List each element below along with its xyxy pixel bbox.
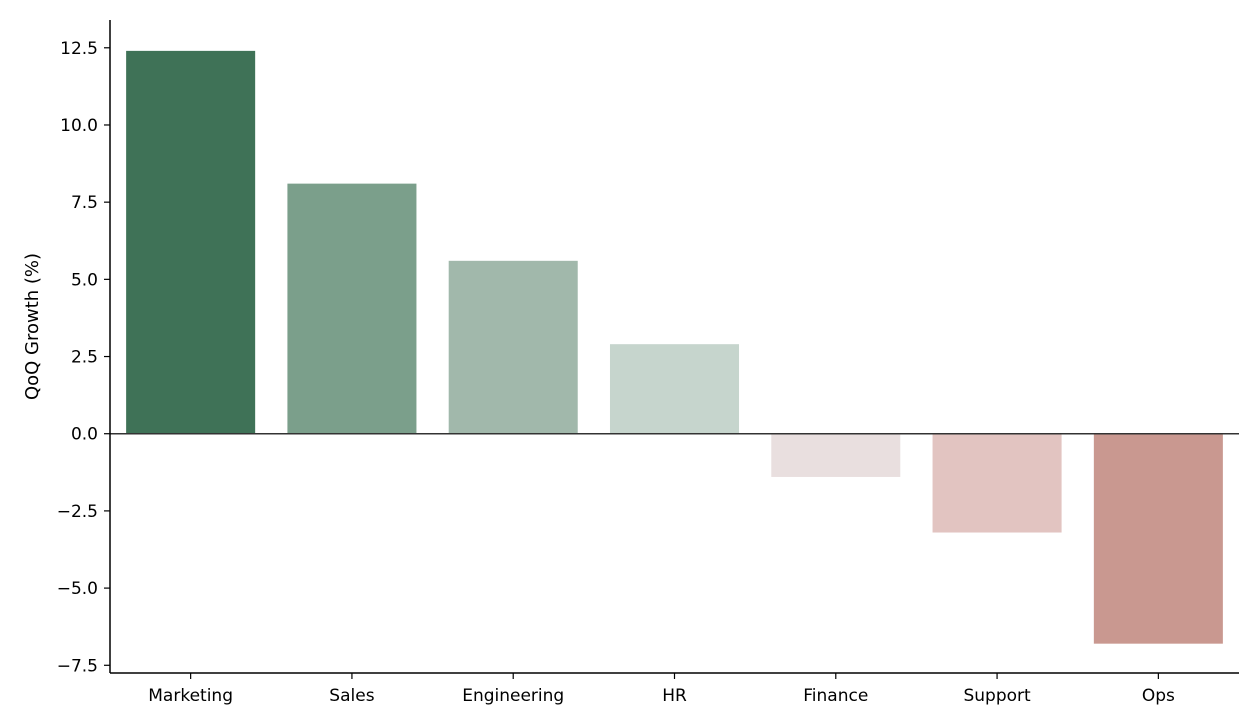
x-tick-label: HR — [662, 686, 687, 706]
x-tick-label: Marketing — [148, 686, 233, 706]
x-tick-label: Support — [963, 686, 1031, 706]
y-ticks-layer: −7.5 −5.0 −2.5 0.0 2.5 5.0 7.5 10.0 12.5 — [57, 39, 110, 676]
bars-layer — [126, 50, 1223, 644]
y-tick-label: 12.5 — [60, 39, 98, 59]
y-tick-label: −2.5 — [57, 502, 98, 522]
y-axis-label: QoQ Growth (%) — [22, 253, 43, 400]
bar-engineering — [448, 260, 578, 434]
y-tick-label: 7.5 — [71, 193, 98, 213]
bar-hr — [609, 344, 740, 434]
x-tick-label: Engineering — [462, 686, 564, 706]
bar-support — [932, 433, 1062, 533]
bar-ops — [1093, 433, 1223, 644]
x-tick-label: Ops — [1142, 686, 1175, 706]
x-ticks-layer: Marketing Sales Engineering HR Finance Suppor… — [148, 673, 1175, 706]
bar-marketing — [126, 50, 256, 434]
y-tick-label: 0.0 — [71, 425, 98, 445]
x-tick-label: Finance — [803, 686, 868, 706]
bar-sales — [287, 183, 417, 434]
bar-finance — [771, 433, 901, 477]
y-tick-label: 2.5 — [71, 348, 98, 368]
x-tick-label: Sales — [329, 686, 374, 706]
y-tick-label: −5.0 — [57, 579, 98, 599]
y-tick-label: 5.0 — [71, 270, 98, 290]
y-tick-label: 10.0 — [60, 116, 98, 136]
y-tick-label: −7.5 — [57, 656, 98, 676]
